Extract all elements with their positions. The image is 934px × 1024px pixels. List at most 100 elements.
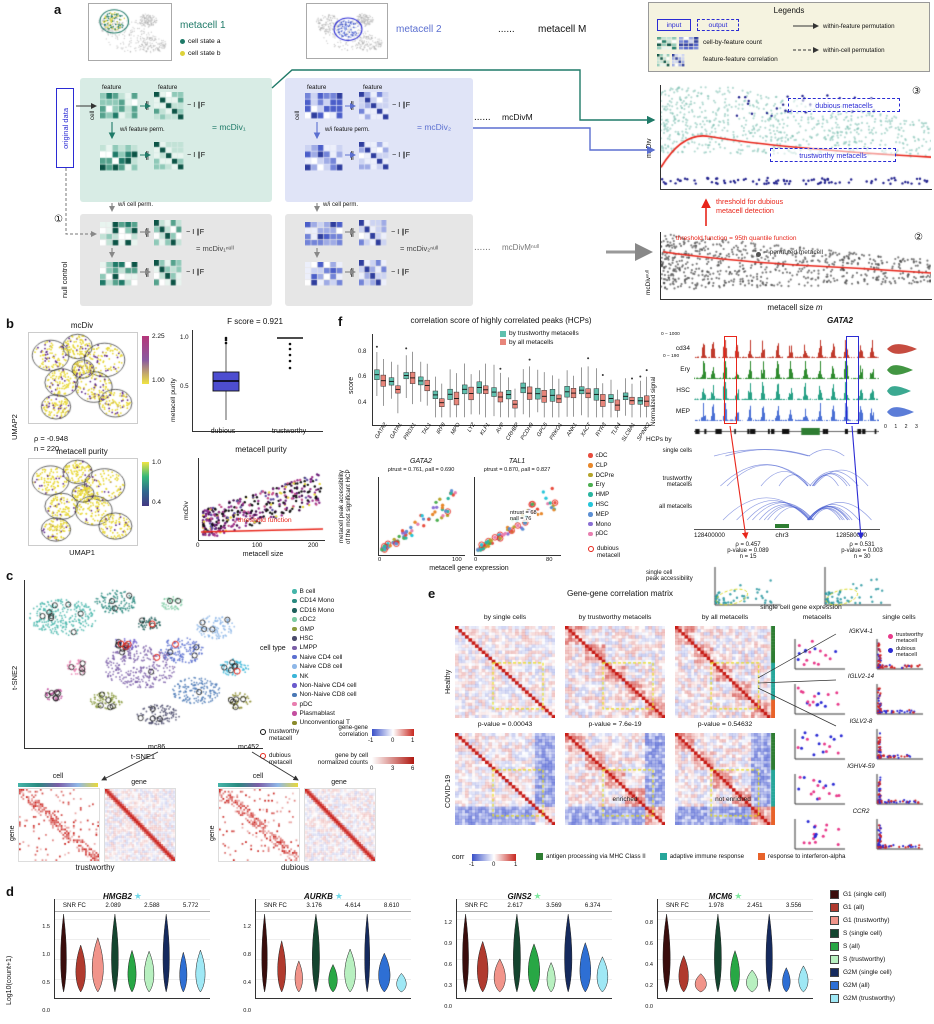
cell-type-label: pDC (299, 700, 313, 708)
hcp-gene-cell: TAL1 (416, 421, 433, 455)
f-celltype-legend: cDC CLP DCPre Ery HMP HSC MEP Mono pDC (588, 452, 648, 540)
umap2-axis-label: UMAP2 (10, 414, 19, 440)
corr-matrix (359, 260, 387, 286)
count-matrix-cell-permuted (100, 262, 138, 286)
dubious-ring-icon (260, 753, 266, 759)
threshold-function-label: threshold function = 95th quantile funct… (676, 235, 797, 242)
cell-type-item: HSC (292, 635, 404, 642)
circled-2: ② (914, 232, 923, 243)
gata2-scatter-title: GATA2 (410, 458, 432, 465)
cell-type-item: Naive CD4 cell (292, 654, 404, 661)
gene-row-label: IGKV4-1 (849, 628, 873, 635)
e-trustworthy-legend: trustworthy metacell (888, 632, 932, 644)
corr-heatmap (565, 626, 665, 718)
f-celltype-dot (588, 463, 593, 468)
annotation-item: response to interferon-alpha (758, 853, 845, 860)
annotation-item: adaptive immune response (659, 853, 744, 860)
cell-type-dot (292, 673, 297, 679)
mcdiv-cbar-max: 2.25 (152, 333, 165, 340)
f-celltype-label: pDC (595, 530, 608, 538)
corr-tick-1: 1 (514, 862, 518, 868)
cycle-legend-label: G2M (all) (843, 982, 870, 989)
mcdivM-null-label: mcDivMⁿᵘˡˡ (502, 243, 540, 252)
cell-type-label: Non-Naive CD4 cell (299, 681, 357, 689)
violin-panel-title: GINS2 ★ (424, 886, 625, 901)
gene-row: IGLV2-8 (790, 718, 932, 763)
violins-svg (261, 914, 407, 993)
cell-type-dot (292, 589, 297, 594)
corr-matrix (154, 142, 184, 170)
trustworthy-dot-icon (888, 634, 893, 639)
corr-matrix (154, 220, 182, 246)
count-matrix-icon (657, 37, 677, 50)
violin-gene-name: GINS2 (507, 892, 532, 901)
null-matrix-n7 (305, 262, 343, 286)
feature-label-1: feature (102, 84, 122, 91)
f-celltype-label: cDC (595, 452, 608, 459)
permuted-metacell-dot (756, 252, 761, 257)
count-matrix-cell-permuted (305, 222, 343, 246)
left-stats: ρ = 0.457 p-value = 0.089 n = 15 (727, 542, 769, 560)
f-celltype-label: HMP (595, 491, 610, 499)
wi-cell-perm-label-1: w/i cell perm. (118, 202, 154, 208)
cell-type-dot (292, 701, 297, 707)
snr-value-3: 6.374 (584, 901, 601, 909)
track-label: cd34 (675, 345, 690, 352)
f-celltype-dot (588, 472, 593, 478)
norm-bar: ∥ (350, 150, 355, 160)
hm2-cell-label: cell (252, 773, 264, 780)
norm-bar: ∥ (145, 150, 150, 160)
gene-row-label: IGHV4-59 (847, 763, 875, 770)
f-celltype-item: Mono (588, 521, 648, 528)
hm2-gene-label: gene (331, 779, 347, 786)
cell-type-label: cDC2 (299, 616, 316, 624)
plot2-xlabel-pre: metacell size (767, 303, 816, 312)
n-stat: n = 220 (34, 444, 60, 453)
panel-e-title: Gene-gene correlation matrix (566, 589, 674, 598)
f-box-legend-swatch (500, 330, 506, 337)
snr-value-1: 3.176 (306, 901, 322, 909)
corr-tick-0: 0 (492, 862, 496, 868)
hcp-gene-cell: KLF1 (474, 421, 491, 455)
umap-purity (28, 458, 138, 546)
violin-panel-title: AURKB ★ (223, 886, 424, 901)
f-box-tick-04: 0.4 (358, 400, 367, 406)
violins-svg (60, 914, 206, 993)
tsne2-axis-label: t-SNE2 (10, 665, 19, 690)
cell-type-label: Non-Naive CD8 cell (299, 691, 357, 699)
count-matrix-icon-green (657, 37, 677, 50)
cell-type-label: Unconventional T (299, 719, 350, 727)
tsne-plot-frame (24, 580, 263, 749)
hcp-gene-cell: LYZ (460, 421, 476, 455)
f-box-legend-label: by all metacells (509, 338, 554, 346)
eq-mcdiv1: = mcDiv₁ (212, 122, 246, 132)
umap-thumbnail-1-plot (89, 4, 173, 62)
violin-panel: HMGB2 ★ 1.5 1.0 0.5 0.0 SNR FC 2.089 2.58… (22, 886, 223, 1018)
umap-purity-plot (29, 459, 137, 545)
annotation-item: antigen processing via MHC Class II (536, 853, 646, 860)
plot2-scatter (661, 232, 931, 298)
snr-band: SNR FC 2.617 3.569 6.374 (457, 899, 612, 912)
trustworthy-metacell-legend: trustworthy metacell (260, 728, 320, 742)
corr-matrix-icon (672, 54, 685, 67)
cell-type-label: CD14 Mono (299, 597, 335, 605)
mc452-label: mc452 (238, 744, 260, 751)
perm-matrix-b3 (305, 145, 343, 171)
eq-mcdiv1-null: = mcDiv₁ⁿᵘˡˡ (196, 244, 234, 253)
dubious-dot-icon (888, 648, 893, 653)
legends-box: Legends input output cell-by-feature cou… (648, 2, 930, 72)
cell-type-label: Naive CD8 cell (299, 663, 343, 671)
f-celltype-label: DCPre (595, 471, 615, 479)
circled-3: ③ (912, 86, 921, 97)
mcdiv-cbar-min: 1.00 (152, 377, 165, 384)
gene-row-label: CCR2 (852, 808, 870, 815)
corr-heatmap (675, 733, 775, 825)
cycle-legend-label: G1 (all) (843, 904, 865, 911)
signal-range-2: 0 − 190 (663, 354, 680, 359)
cell-state-a-label: cell state a (188, 38, 221, 45)
star-icon: ★ (133, 891, 142, 901)
hcp-boxplot-svg (374, 345, 650, 418)
panel-c-label: c (6, 568, 14, 583)
track-label-row: cd34 (662, 338, 690, 359)
